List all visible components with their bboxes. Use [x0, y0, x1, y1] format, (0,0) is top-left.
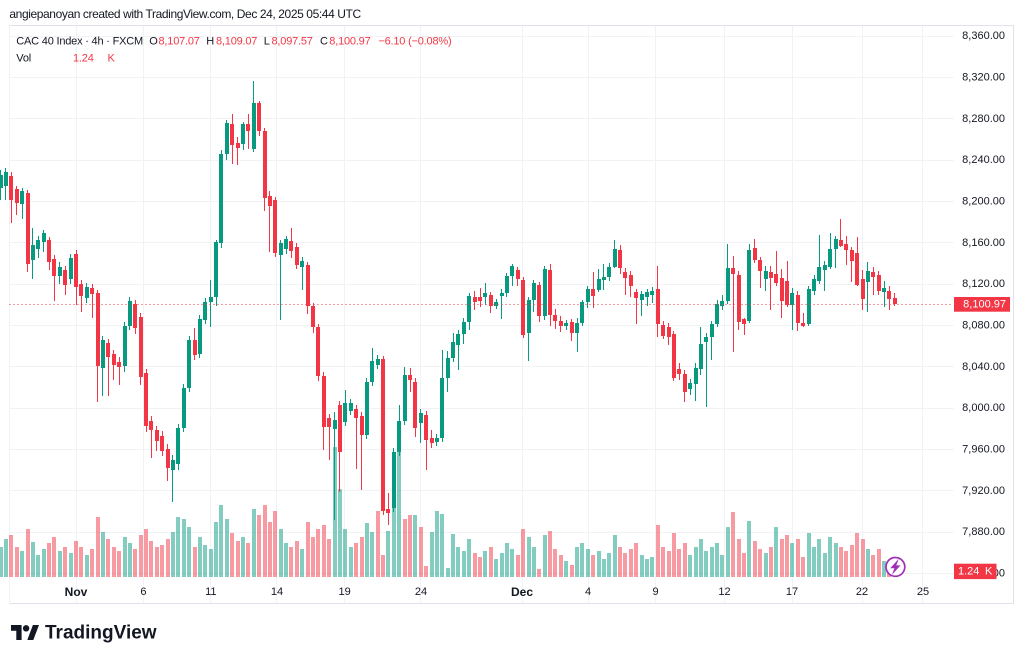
svg-text:1.24: 1.24 [958, 566, 979, 578]
svg-text:K: K [108, 53, 116, 65]
svg-text:H: H [206, 36, 214, 48]
svg-text:12: 12 [718, 586, 730, 598]
svg-text:25: 25 [917, 586, 929, 598]
svg-text:8,097.57: 8,097.57 [272, 36, 313, 48]
svg-text:11: 11 [205, 586, 216, 598]
svg-text:14: 14 [271, 586, 283, 598]
svg-text:24: 24 [415, 586, 427, 598]
svg-text:−6.10 (−0.08%): −6.10 (−0.08%) [378, 36, 451, 48]
svg-text:O: O [149, 36, 158, 48]
svg-text:CAC 40 Index · 4h · FXCM: CAC 40 Index · 4h · FXCM [16, 36, 143, 48]
svg-text:19: 19 [338, 586, 350, 598]
svg-text:8,000.00: 8,000.00 [962, 402, 1005, 414]
svg-text:Vol: Vol [16, 53, 31, 65]
svg-text:8,100.97: 8,100.97 [963, 299, 1006, 311]
svg-text:8,109.07: 8,109.07 [216, 36, 257, 48]
svg-text:7,920.00: 7,920.00 [962, 485, 1005, 497]
svg-text:7,960.00: 7,960.00 [962, 444, 1005, 456]
svg-text:17: 17 [786, 586, 798, 598]
svg-text:8,160.00: 8,160.00 [962, 237, 1005, 249]
svg-text:9: 9 [652, 586, 658, 598]
svg-text:1.24: 1.24 [73, 53, 94, 65]
svg-text:8,360.00: 8,360.00 [962, 30, 1005, 42]
svg-text:8,320.00: 8,320.00 [962, 72, 1005, 84]
svg-text:C: C [320, 36, 328, 48]
svg-text:TradingView: TradingView [45, 623, 157, 644]
svg-text:Nov: Nov [65, 585, 88, 599]
svg-text:8,107.07: 8,107.07 [159, 36, 200, 48]
svg-text:L: L [264, 36, 270, 48]
svg-text:8,200.00: 8,200.00 [962, 196, 1005, 208]
svg-text:Dec: Dec [511, 585, 533, 599]
svg-text:8,040.00: 8,040.00 [962, 361, 1005, 373]
svg-text:8,120.00: 8,120.00 [962, 278, 1005, 290]
svg-text:8,080.00: 8,080.00 [962, 320, 1005, 332]
svg-text:angiepanoyan created with Trad: angiepanoyan created with TradingView.co… [9, 7, 361, 21]
svg-text:8,100.97: 8,100.97 [329, 36, 370, 48]
svg-text:22: 22 [856, 586, 868, 598]
svg-text:K: K [985, 566, 993, 578]
svg-text:8,280.00: 8,280.00 [962, 113, 1005, 125]
svg-text:4: 4 [585, 586, 591, 598]
svg-text:7,880.00: 7,880.00 [962, 526, 1005, 538]
svg-text:8,240.00: 8,240.00 [962, 154, 1005, 166]
svg-text:6: 6 [140, 586, 146, 598]
